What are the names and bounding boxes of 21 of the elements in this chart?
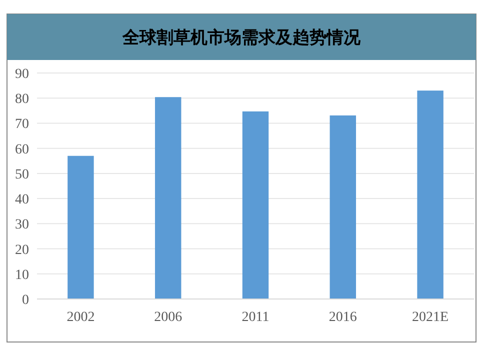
y-tick-label: 90 <box>15 67 29 82</box>
y-tick-label: 40 <box>15 192 29 208</box>
y-tick-label: 30 <box>15 218 29 233</box>
bar <box>242 111 269 299</box>
y-tick-label: 80 <box>15 92 29 108</box>
bar <box>330 115 356 299</box>
y-tick-label: 10 <box>15 268 29 283</box>
bar <box>417 90 444 299</box>
x-tick-label: 2016 <box>328 310 357 325</box>
y-tick-label: 0 <box>22 293 29 308</box>
y-tick-label: 70 <box>15 117 29 132</box>
x-tick-label: 2011 <box>242 310 270 325</box>
bar <box>68 156 94 299</box>
x-tick-label: 2006 <box>154 310 182 325</box>
chart-title: 全球割草机市场需求及趋势情况 <box>122 28 362 48</box>
x-tick-label: 2021E <box>412 310 449 325</box>
y-tick-label: 60 <box>15 142 29 158</box>
y-tick-label: 50 <box>15 167 29 182</box>
bar <box>154 97 182 299</box>
y-tick-label: 20 <box>15 242 29 258</box>
x-tick-label: 2002 <box>66 310 95 325</box>
